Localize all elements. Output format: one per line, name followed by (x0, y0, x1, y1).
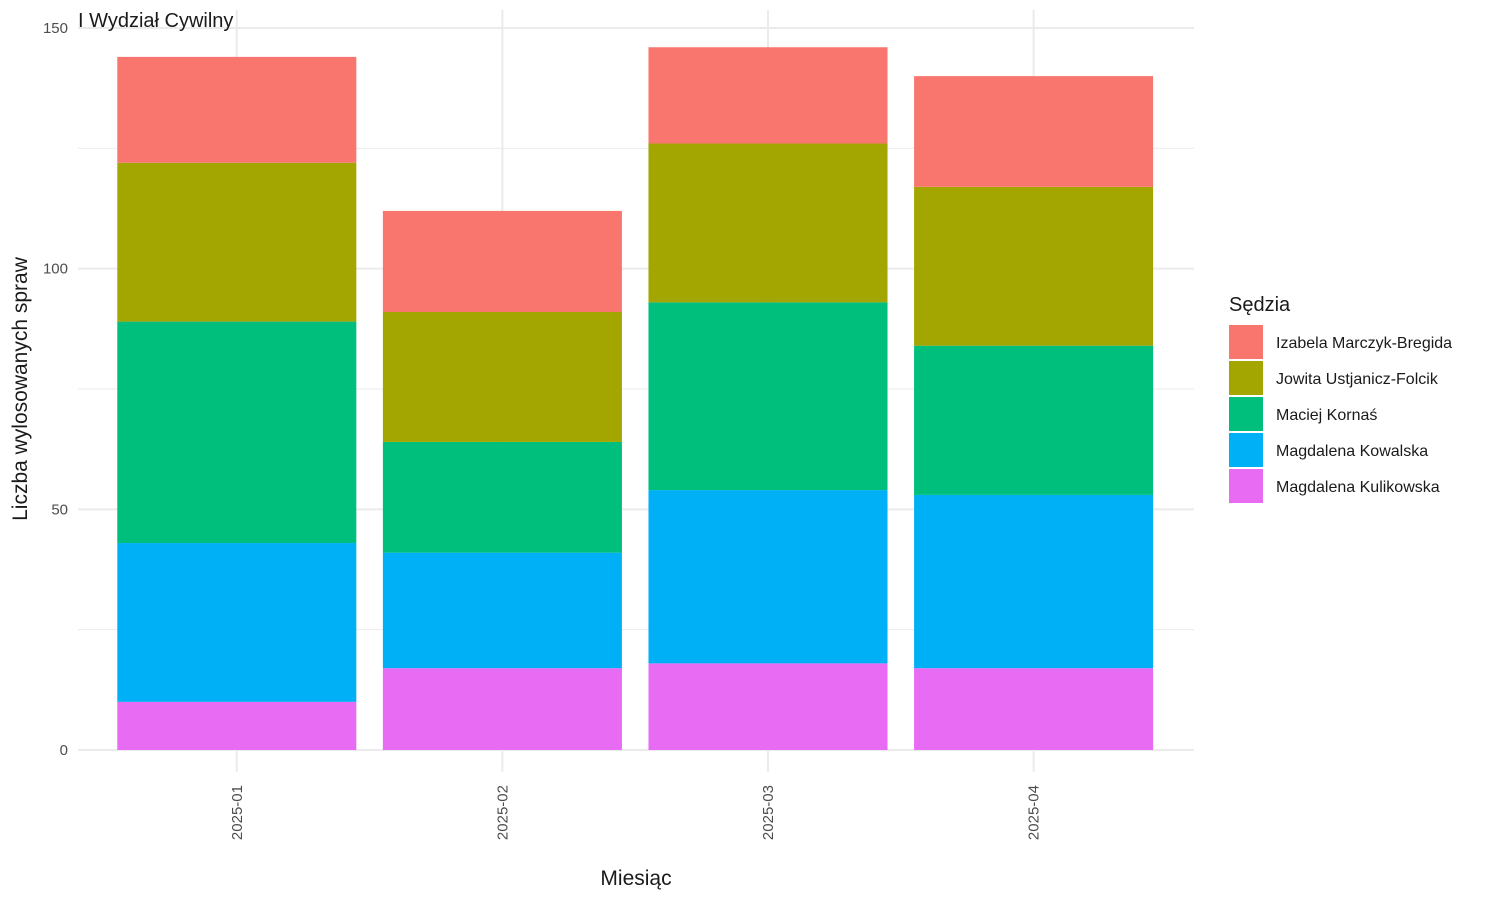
x-tick-label: 2025-04 (1026, 785, 1043, 840)
bar-segment (117, 162, 357, 322)
legend-label: Jowita Ustjanicz-Folcik (1276, 371, 1439, 388)
bar-segment (382, 210, 622, 312)
y-tick-label: 100 (43, 261, 68, 278)
bar-segment (382, 552, 622, 669)
legend-label: Izabela Marczyk-Bregida (1276, 335, 1452, 352)
bar-segment (382, 441, 622, 553)
legend-items: Izabela Marczyk-Bregida Jowita Ustjanicz-… (1229, 325, 1452, 503)
x-axis-title: Miesiąc (600, 867, 671, 890)
bar-segment (648, 143, 888, 303)
bar-segment (648, 663, 888, 750)
bar-segment (117, 56, 357, 163)
legend-key (1229, 325, 1263, 359)
bar-segment (914, 494, 1154, 669)
x-axis-ticks: 2025-01 2025-02 2025-03 2025-04 (229, 785, 1043, 840)
bar-segment (648, 47, 888, 144)
bar-segment (648, 490, 888, 664)
bar-segment (382, 668, 622, 750)
legend-label: Maciej Kornaś (1276, 407, 1377, 424)
legend-key (1229, 361, 1263, 395)
bar-segment (117, 543, 357, 702)
legend-key (1229, 469, 1263, 503)
y-tick-label: 0 (60, 742, 68, 759)
legend-key (1229, 433, 1263, 467)
y-axis-title: Liczba wylosowanych spraw (9, 256, 32, 521)
bar-segment (382, 311, 622, 442)
legend-title: Sędzia (1229, 294, 1291, 316)
x-tick-label: 2025-03 (760, 785, 777, 840)
y-tick-label: 50 (51, 501, 68, 518)
y-axis-ticks: 0 50 100 150 (43, 20, 68, 759)
bar-segment (914, 345, 1154, 495)
bars (117, 47, 1154, 750)
bar-segment (117, 321, 357, 544)
legend-key (1229, 397, 1263, 431)
legend: Sędzia Izabela Marczyk-Bregida Jowita Ust… (1229, 294, 1452, 503)
chart-title: I Wydział Cywilny (78, 10, 233, 32)
legend-label: Magdalena Kulikowska (1276, 479, 1440, 496)
bar-segment (914, 668, 1154, 750)
bar-segment (914, 76, 1154, 187)
x-tick-label: 2025-02 (494, 785, 511, 840)
x-tick-label: 2025-01 (229, 785, 246, 840)
bar-segment (914, 186, 1154, 346)
y-tick-label: 150 (43, 20, 68, 37)
bar-segment (117, 701, 357, 750)
bar-segment (648, 302, 888, 491)
legend-label: Magdalena Kowalska (1276, 443, 1428, 460)
